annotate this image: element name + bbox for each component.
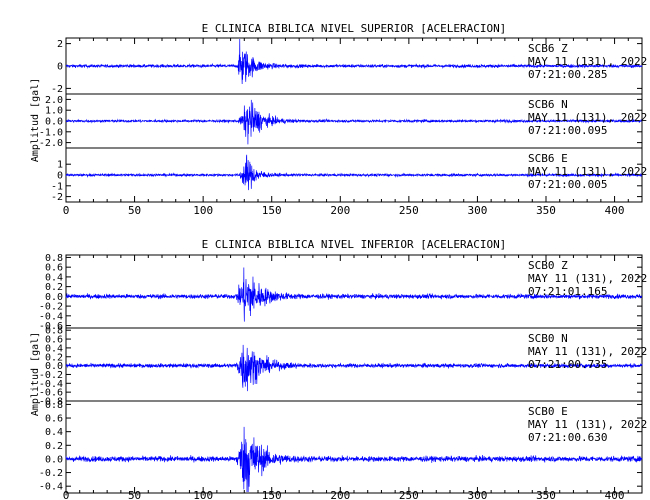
y-tick-label: 0	[57, 171, 63, 182]
x-tick-label: 400	[605, 489, 625, 500]
y-tick-label: 0.4	[45, 427, 63, 438]
x-tick-label: 100	[193, 204, 213, 217]
y-tick-label: -0.4	[39, 379, 63, 390]
waveform-scb6-e	[65, 154, 643, 191]
x-tick-label: 300	[467, 204, 487, 217]
y-tick-label: 0.4	[45, 343, 63, 354]
trace-annotation: SCB0 Z	[528, 259, 568, 272]
x-tick-label: 300	[467, 489, 487, 500]
waveform-scb0-n	[65, 344, 643, 392]
x-tick-label: 100	[193, 489, 213, 500]
y-axis-label: Amplitud [gal]	[30, 332, 41, 416]
trace-annotation: MAY 11 (131), 2022	[528, 345, 647, 358]
trace-annotation: 07:21:00.095	[528, 124, 607, 137]
trace-annotation: MAY 11 (131), 2022	[528, 418, 647, 431]
trace-annotation: MAY 11 (131), 2022	[528, 55, 647, 68]
y-axis-label: Amplitud [gal]	[30, 78, 41, 162]
y-tick-label: 0.0	[45, 454, 63, 465]
y-tick-label: 0.0	[45, 117, 63, 128]
trace-annotation: SCB0 E	[528, 405, 568, 418]
y-tick-label: 0.8	[45, 400, 63, 411]
chart-2: E CLINICA BIBLICA NIVEL INFERIOR [ACELER…	[30, 238, 647, 500]
trace-annotation: MAY 11 (131), 2022	[528, 111, 647, 124]
trace-annotation: 07:21:00.005	[528, 178, 607, 191]
y-tick-label: -0.4	[39, 482, 63, 493]
y-tick-label: -1	[51, 181, 63, 192]
y-tick-label: 0.6	[45, 263, 63, 274]
trace-annotation: MAY 11 (131), 2022	[528, 272, 647, 285]
trace-annotation: SCB6 E	[528, 152, 568, 165]
y-tick-label: -0.6	[39, 388, 63, 399]
x-tick-label: 150	[262, 489, 282, 500]
x-tick-label: 0	[63, 204, 70, 217]
x-tick-label: 400	[605, 204, 625, 217]
y-tick-label: 0.4	[45, 272, 63, 283]
y-tick-label: 0.0	[45, 292, 63, 303]
x-tick-label: 250	[399, 204, 419, 217]
trace-annotation: SCB6 N	[528, 98, 568, 111]
chart-title: E CLINICA BIBLICA NIVEL INFERIOR [ACELER…	[202, 238, 507, 251]
trace-annotation: 07:21:00.735	[528, 358, 607, 371]
trace-annotation: SCB0 N	[528, 332, 568, 345]
x-tick-label: 50	[128, 204, 141, 217]
y-tick-label: 1	[57, 160, 63, 171]
chart-title: E CLINICA BIBLICA NIVEL SUPERIOR [ACELER…	[202, 22, 507, 35]
waveform-scb0-e	[65, 426, 643, 493]
trace-annotation: 07:21:00.630	[528, 431, 607, 444]
x-tick-label: 150	[262, 204, 282, 217]
y-tick-label: 2	[57, 39, 63, 50]
x-tick-label: 0	[63, 489, 70, 500]
trace-annotation: SCB6 Z	[528, 42, 568, 55]
y-tick-label: 0.0	[45, 361, 63, 372]
waveform-scb0-z	[65, 267, 643, 322]
x-tick-label: 200	[330, 489, 350, 500]
y-tick-label: 0.2	[45, 441, 63, 452]
waveform-scb6-n	[65, 99, 643, 145]
y-tick-label: -0.4	[39, 311, 63, 322]
x-tick-label: 350	[536, 204, 556, 217]
y-tick-label: -0.2	[39, 302, 63, 313]
y-tick-label: 0.8	[45, 253, 63, 264]
y-tick-label: -0.2	[39, 468, 63, 479]
y-tick-label: 0.6	[45, 414, 63, 425]
x-tick-label: 200	[330, 204, 350, 217]
y-tick-label: -0.6	[39, 321, 63, 332]
y-tick-label: 0.6	[45, 335, 63, 346]
y-tick-label: -0.2	[39, 370, 63, 381]
y-tick-label: -0.8	[39, 397, 63, 408]
x-tick-label: 350	[536, 489, 556, 500]
y-tick-label: -2.0	[39, 138, 63, 149]
trace-annotation: MAY 11 (131), 2022	[528, 165, 647, 178]
y-tick-label: 1.0	[45, 106, 63, 117]
y-tick-label: 0.2	[45, 282, 63, 293]
y-tick-label: -1.0	[39, 127, 63, 138]
y-tick-label: 0.8	[45, 326, 63, 337]
y-tick-label: 2.0	[45, 95, 63, 106]
waveform-scb6-z	[65, 38, 643, 84]
y-tick-label: 0	[57, 62, 63, 73]
chart-1: E CLINICA BIBLICA NIVEL SUPERIOR [ACELER…	[30, 22, 647, 217]
y-tick-label: -2	[51, 192, 63, 203]
x-tick-label: 50	[128, 489, 141, 500]
x-tick-label: 250	[399, 489, 419, 500]
y-tick-label: 0.2	[45, 352, 63, 363]
trace-annotation: 07:21:00.285	[528, 68, 607, 81]
trace-annotation: 07:21:01.165	[528, 285, 607, 298]
y-tick-label: -2	[51, 84, 63, 95]
